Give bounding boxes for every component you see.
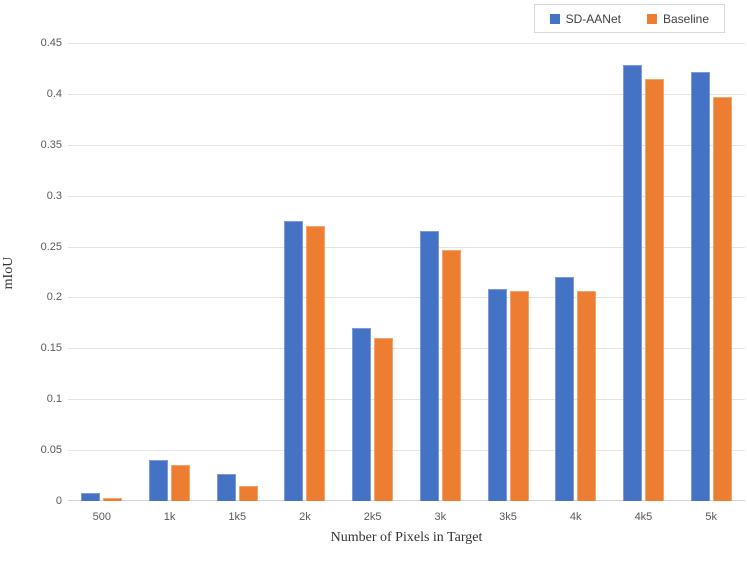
gridline: [68, 297, 745, 299]
bar-group-3k5: [474, 43, 542, 501]
bar-group-2k: [271, 43, 339, 501]
y-tick-label: 0.35: [40, 138, 62, 151]
x-tick-label: 4k5: [634, 511, 653, 523]
legend-swatch-sd-aanet: [549, 13, 560, 24]
gridline: [68, 246, 745, 248]
x-tick-label: 500: [92, 511, 112, 523]
bar-group-1k: [136, 43, 204, 501]
y-tick-label: 0: [55, 495, 62, 507]
bar-baseline-4k5: [644, 78, 664, 501]
bar-baseline-4k: [577, 291, 597, 501]
y-tick-label: 0.05: [40, 444, 62, 457]
bar-group-4k5: [610, 43, 678, 501]
legend-label: Baseline: [662, 11, 709, 26]
y-tick-label: 0.45: [40, 37, 62, 49]
x-tick-label: 3k: [434, 511, 447, 523]
x-tick-label: 1k5: [228, 511, 247, 523]
x-tick-label: 2k: [299, 511, 311, 523]
bar-baseline-5k: [712, 96, 732, 501]
bar-sd-aanet-500: [81, 492, 101, 501]
gridline: [68, 399, 745, 401]
legend-swatch-baseline: [646, 13, 657, 24]
y-axis-ticks: 0 0.05 0.1 0.15 0.2 0.25 0.3 0.35 0.4 0.45: [0, 37, 62, 507]
y-tick-label: 0.4: [46, 87, 62, 100]
gridline: [68, 450, 745, 452]
legend-item-sd-aanet: SD-AANet: [549, 11, 621, 26]
bar-group-2k5: [339, 43, 407, 501]
x-tick-label: 1k: [163, 511, 176, 523]
bar-sd-aanet-2k: [284, 221, 304, 501]
bar-baseline-1k5: [238, 485, 258, 501]
x-tick-label: 2k5: [363, 511, 382, 523]
bar-baseline-2k5: [374, 338, 394, 501]
gridline: [68, 348, 745, 350]
bar-group-500: [68, 43, 136, 501]
bar-group-5k: [677, 43, 745, 501]
bar-sd-aanet-3k: [419, 231, 439, 501]
x-tick-label: 5k: [705, 511, 717, 523]
bar-group-1k5: [203, 43, 271, 501]
x-axis-line: [68, 500, 745, 501]
bar-sd-aanet-1k: [149, 460, 169, 501]
y-tick-label: 0.25: [40, 240, 62, 253]
bar-baseline-2k: [306, 226, 326, 501]
y-tick-label: 0.3: [46, 189, 62, 202]
bar-baseline-500: [103, 497, 123, 501]
bar-group-4k: [542, 43, 610, 501]
legend-label: SD-AANet: [565, 11, 621, 26]
gridline: [68, 144, 745, 146]
bar-sd-aanet-5k: [690, 71, 710, 501]
y-tick-label: 0.15: [40, 342, 62, 355]
gridline: [68, 195, 745, 197]
y-tick-label: 0.1: [46, 393, 62, 406]
bar-baseline-3k: [441, 249, 461, 501]
gridline: [68, 43, 745, 44]
y-tick-label: 0.2: [46, 291, 62, 304]
bar-sd-aanet-4k: [555, 277, 575, 501]
bar-sd-aanet-1k5: [216, 473, 236, 501]
x-axis-ticks: 500 1k 1k5 2k 2k5 3k 3k5 4k 4k5 5k: [68, 510, 745, 526]
x-axis-title: Number of Pixels in Target: [330, 530, 483, 545]
bar-sd-aanet-4k5: [622, 65, 642, 501]
x-tick-label: 4k: [569, 511, 582, 523]
gridline: [68, 93, 745, 95]
bar-sd-aanet-3k5: [487, 289, 507, 501]
bar-sd-aanet-2k5: [352, 327, 372, 501]
bar-baseline-1k: [171, 465, 191, 501]
legend: SD-AANet Baseline: [533, 4, 725, 33]
bar-group-3k: [407, 43, 475, 501]
bar-baseline-3k5: [509, 291, 529, 501]
plot-area: [68, 43, 745, 501]
legend-item-baseline: Baseline: [646, 11, 709, 26]
x-tick-label: 3k5: [499, 511, 517, 523]
